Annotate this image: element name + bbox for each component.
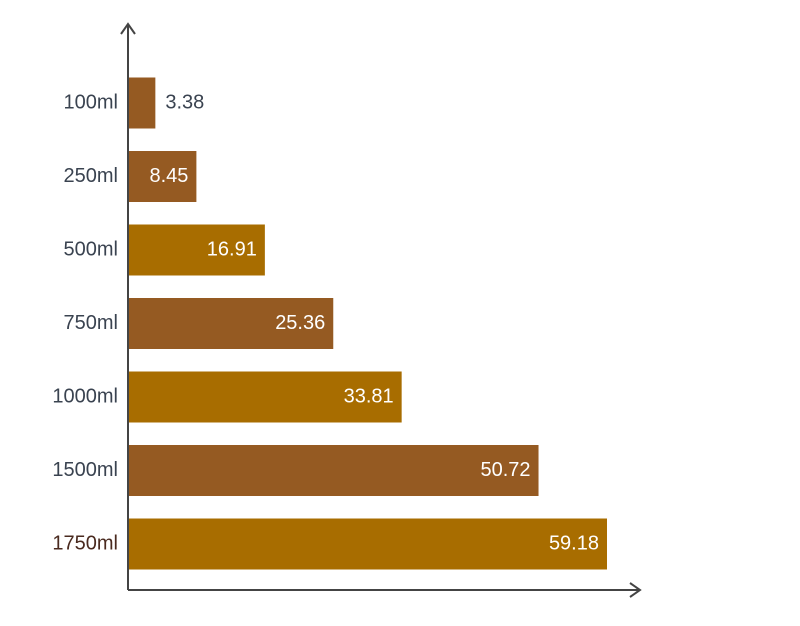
bar-100ml bbox=[128, 77, 156, 129]
bar-500ml bbox=[128, 224, 265, 276]
bar-250ml bbox=[128, 151, 197, 202]
category-label-100ml: 100ml bbox=[64, 91, 118, 113]
value-label-1000ml: 33.81 bbox=[344, 385, 394, 407]
category-label-500ml: 500ml bbox=[64, 238, 118, 260]
value-label-500ml: 16.91 bbox=[207, 238, 257, 260]
value-label-750ml: 25.36 bbox=[275, 312, 325, 334]
axes-layer bbox=[120, 22, 642, 598]
category-label-1000ml: 1000ml bbox=[52, 385, 118, 407]
bars-layer bbox=[128, 77, 607, 570]
value-label-100ml: 3.38 bbox=[165, 91, 204, 113]
value-label-1500ml: 50.72 bbox=[480, 459, 530, 481]
bar-750ml bbox=[128, 298, 334, 349]
labels-layer: 100ml 3.38 250ml 8.45 500ml 16.91 750ml 25.36 10… bbox=[52, 91, 599, 554]
value-label-1750ml: 59.18 bbox=[549, 532, 599, 554]
bar-1500ml bbox=[128, 445, 539, 496]
category-label-1750ml: 1750ml bbox=[52, 532, 118, 554]
y-axis-arrow bbox=[120, 22, 136, 35]
value-label-250ml: 8.45 bbox=[149, 165, 188, 187]
bar-1750ml bbox=[128, 518, 607, 570]
category-label-250ml: 250ml bbox=[64, 165, 118, 187]
bar-1000ml bbox=[128, 371, 402, 423]
x-axis-arrow bbox=[629, 582, 642, 598]
category-label-750ml: 750ml bbox=[64, 312, 118, 334]
category-label-1500ml: 1500ml bbox=[52, 459, 118, 481]
